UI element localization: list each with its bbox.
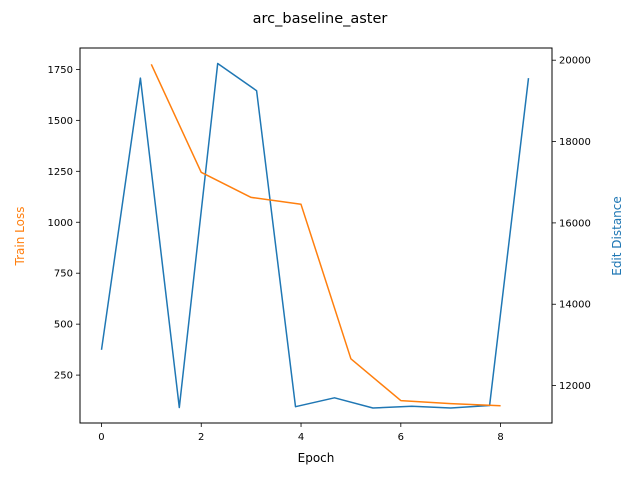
- y-left-tick-label: 750: [54, 269, 73, 280]
- x-tick-label: 6: [398, 432, 404, 443]
- x-tick-label: 8: [497, 432, 503, 443]
- y-right-tick-label: 12000: [559, 381, 591, 392]
- x-tick-label: 2: [198, 432, 204, 443]
- y-left-tick-label: 1250: [48, 167, 73, 178]
- left-axis-label: Train Loss: [13, 207, 27, 267]
- x-tick-label: 0: [98, 432, 104, 443]
- y-left-tick-label: 500: [54, 320, 73, 331]
- y-left-tick-label: 1000: [48, 218, 73, 229]
- y-right-tick-label: 14000: [559, 300, 591, 311]
- train-loss-line: [150, 63, 501, 407]
- y-left-tick-label: 1750: [48, 65, 73, 76]
- plot-frame: [79, 47, 553, 424]
- y-right-tick-label: 20000: [559, 56, 591, 67]
- y-left-tick-label: 1500: [48, 116, 73, 127]
- y-left-tick-label: 250: [54, 371, 73, 382]
- x-tick-label: 4: [298, 432, 304, 443]
- y-right-tick-label: 16000: [559, 218, 591, 229]
- y-right-tick-label: 18000: [559, 137, 591, 148]
- edit-distance-line: [100, 62, 530, 409]
- chart-title: arc_baseline_aster: [253, 11, 388, 27]
- x-axis-label: Epoch: [298, 451, 335, 465]
- right-axis-label: Edit Distance: [610, 196, 624, 276]
